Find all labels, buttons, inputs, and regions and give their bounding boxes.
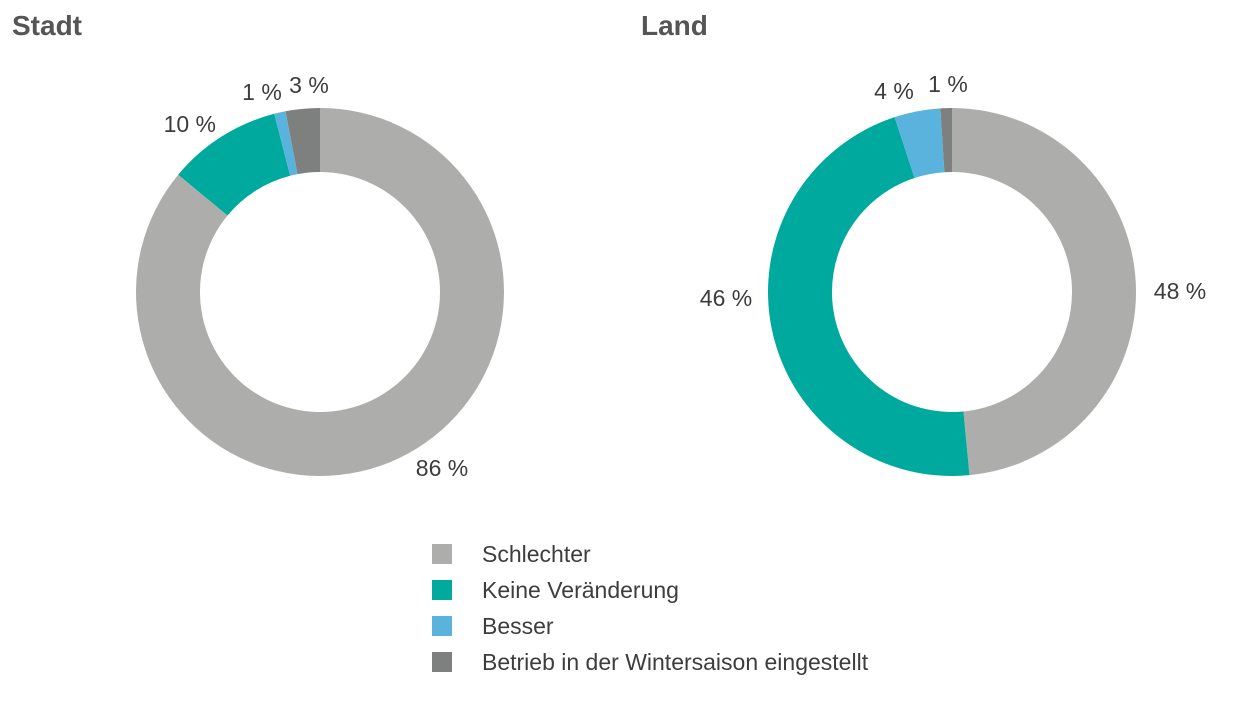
chart-title-land: Land	[641, 10, 708, 41]
slice-label-besser: 4 %	[874, 78, 914, 104]
slice-keine-veraenderung	[178, 113, 291, 216]
legend-swatch-keine-veraenderung	[432, 580, 452, 600]
legend-item-schlechter: Schlechter	[432, 536, 868, 572]
slice-label-besser: 1 %	[242, 79, 282, 105]
slice-label-eingestellt: 1 %	[928, 71, 968, 97]
slice-keine-veraenderung	[768, 117, 970, 477]
legend-label: Keine Veränderung	[482, 576, 679, 603]
chart-title-stadt: Stadt	[12, 10, 82, 41]
slice-eingestellt	[285, 108, 320, 175]
slice-eingestellt	[940, 108, 952, 173]
legend-label: Besser	[482, 612, 554, 639]
legend-item-keine-veraenderung: Keine Veränderung	[432, 572, 868, 608]
slice-label-schlechter: 48 %	[1154, 278, 1206, 304]
slice-label-keine-veraenderung: 46 %	[700, 285, 752, 311]
legend-swatch-besser	[432, 616, 452, 636]
slice-besser	[274, 111, 298, 176]
legend: Schlechter Keine Veränderung Besser Betr…	[432, 536, 868, 680]
donut-stadt: 86 % 10 % 1 % 3 %	[136, 72, 505, 481]
slice-schlechter	[136, 108, 505, 476]
slice-label-eingestellt: 3 %	[289, 72, 329, 98]
slice-schlechter	[952, 108, 1137, 476]
slice-label-keine-veraenderung: 10 %	[164, 111, 216, 137]
legend-swatch-eingestellt	[432, 652, 452, 672]
slice-label-schlechter: 86 %	[416, 455, 468, 481]
legend-item-eingestellt: Betrieb in der Wintersaison eingestellt	[432, 644, 868, 680]
slice-besser	[894, 108, 945, 178]
legend-swatch-schlechter	[432, 544, 452, 564]
legend-label: Schlechter	[482, 540, 591, 567]
legend-label: Betrieb in der Wintersaison eingestellt	[482, 648, 869, 675]
donut-land: 48 % 46 % 4 % 1 %	[700, 71, 1206, 477]
legend-item-besser: Besser	[432, 608, 868, 644]
